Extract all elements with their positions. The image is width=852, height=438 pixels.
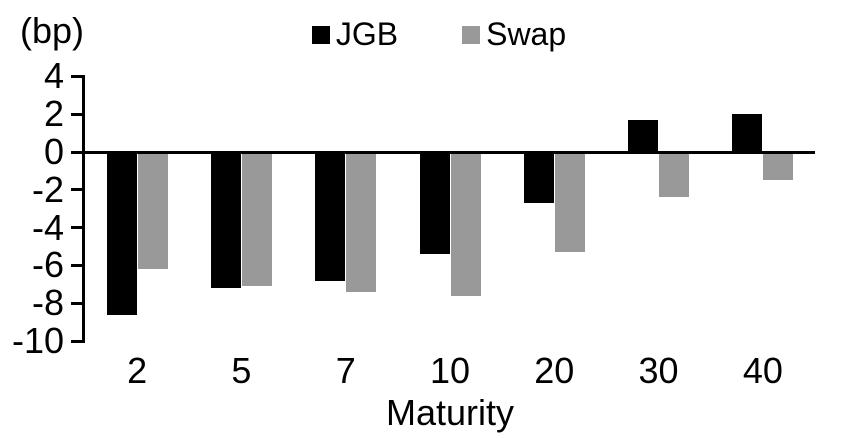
bar-swap-5 xyxy=(241,152,272,287)
y-axis-tick xyxy=(71,112,85,116)
x-tick-label: 30 xyxy=(638,350,679,391)
x-axis-line xyxy=(82,150,815,154)
x-tick-label: 5 xyxy=(231,350,252,391)
legend-swatch-jgb xyxy=(311,25,330,44)
y-axis-tick xyxy=(71,301,85,305)
bar-swap-20 xyxy=(554,152,585,253)
legend: JGB Swap xyxy=(0,16,852,53)
x-tick-label: 10 xyxy=(429,350,471,391)
y-axis-tick xyxy=(71,263,85,267)
y-axis-tick xyxy=(71,339,85,343)
x-tick-label: 2 xyxy=(127,350,148,391)
y-tick-label: -8 xyxy=(31,282,64,324)
bar-jgb-5 xyxy=(210,152,241,289)
y-axis-tick xyxy=(71,188,85,192)
legend-item-swap: Swap xyxy=(462,16,566,53)
bar-swap-10 xyxy=(450,152,481,296)
x-tick-label: 7 xyxy=(335,350,356,391)
y-tick-label: -10 xyxy=(11,320,64,361)
x-tick-label: 20 xyxy=(534,350,575,391)
y-tick-label: 0 xyxy=(43,131,64,172)
bar-swap-40 xyxy=(763,152,794,181)
bar-jgb-30 xyxy=(628,119,659,152)
y-tick-label: 2 xyxy=(43,93,64,135)
legend-label: JGB xyxy=(335,16,399,52)
legend-swatch-swap xyxy=(462,25,481,44)
legend-label: Swap xyxy=(486,16,567,52)
y-axis-tick xyxy=(71,226,85,230)
legend-item-jgb: JGB xyxy=(311,16,399,53)
y-axis-tick xyxy=(71,150,85,154)
bar-swap-30 xyxy=(659,152,690,198)
bar-jgb-10 xyxy=(419,152,450,255)
bar-jgb-40 xyxy=(732,114,763,152)
y-axis-tick xyxy=(71,74,85,78)
y-tick-label: -2 xyxy=(31,168,64,210)
x-axis-title: Maturity xyxy=(385,392,515,433)
bar-swap-7 xyxy=(346,152,377,292)
y-axis-line xyxy=(82,76,85,342)
bar-swap-2 xyxy=(137,152,168,270)
y-axis-unit-label: (bp) xyxy=(20,10,85,51)
y-tick-label: -4 xyxy=(31,206,64,248)
y-tick-label: -6 xyxy=(31,244,64,286)
y-tick-label: 4 xyxy=(43,55,64,97)
bar-jgb-7 xyxy=(315,152,346,281)
bar-jgb-2 xyxy=(106,152,137,315)
x-tick-label: 40 xyxy=(742,350,783,391)
bar-jgb-20 xyxy=(523,152,554,204)
